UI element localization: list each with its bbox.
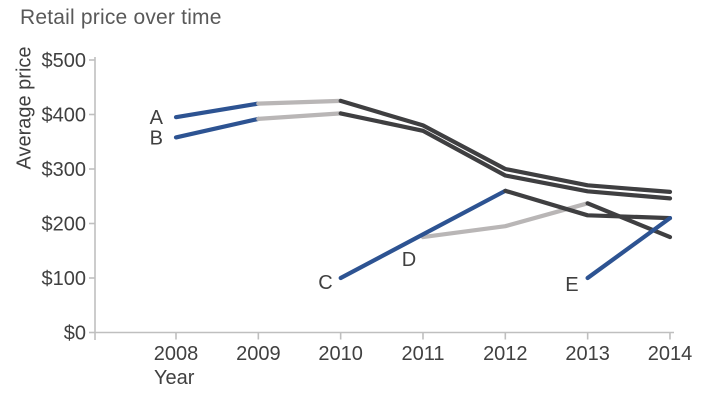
series-B-line-segment [256,111,343,122]
x-tick-label: 2009 [236,343,281,365]
x-tick-label: 2013 [565,343,610,365]
y-tick-label: $200 [42,214,87,236]
series-D-label: D [402,249,416,271]
x-tick-label: 2011 [401,343,444,365]
series-C-label: C [318,272,332,294]
series-C-line-segment [338,188,508,281]
series-B-label: B [150,127,163,149]
series-C-line-segment [503,188,673,221]
y-tick-label: $0 [64,323,86,345]
series-A-line-segment [173,101,261,120]
chart-title: Retail price over time [20,6,222,29]
series-A-label: A [150,107,164,129]
x-tick-label: 2008 [154,343,199,365]
series-B-line-segment [338,111,673,201]
series-D-line-segment [585,201,673,240]
x-tick-label: 2012 [483,343,528,365]
y-tick-label: $300 [42,159,87,181]
series-E-label: E [565,274,578,296]
x-tick-label: 2014 [648,343,693,365]
y-tick-label: $500 [42,50,87,72]
series-A-line-segment [256,98,343,106]
x-axis-title: Year [154,367,195,389]
series-B-line-segment [173,116,261,140]
y-tick-label: $400 [42,105,87,127]
x-tick-label: 2010 [318,343,363,365]
series-D-line-segment [420,201,590,240]
series-A-line-segment [338,98,673,194]
series-E-line-segment [585,216,673,281]
y-tick-label: $100 [42,268,87,290]
